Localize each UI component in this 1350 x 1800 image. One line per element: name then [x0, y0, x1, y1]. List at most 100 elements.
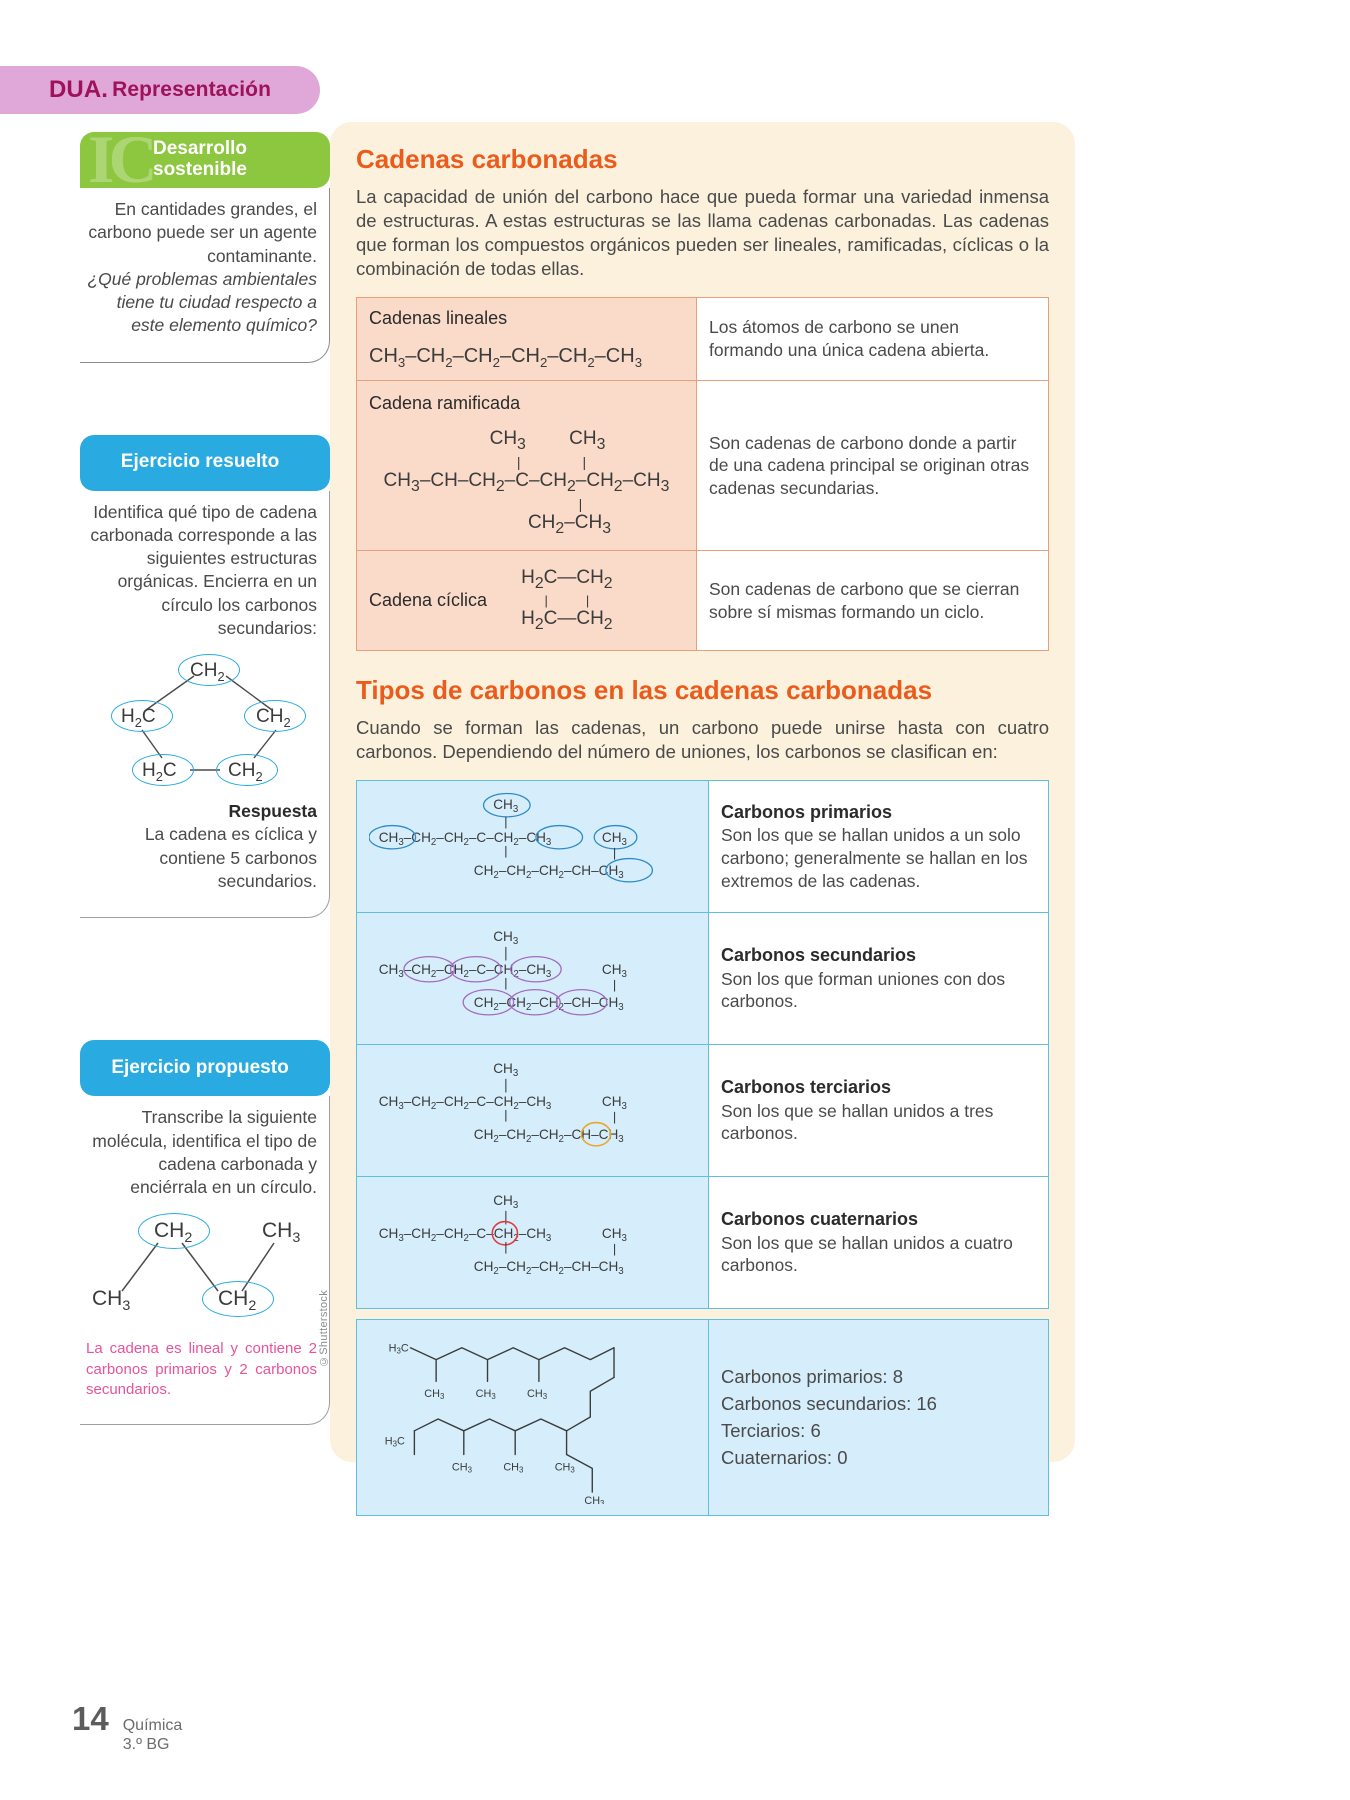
count-tertiary: Terciarios: 6 [721, 1419, 821, 1441]
svg-text:CH3: CH3 [602, 1094, 627, 1112]
table-row: CH3 CH3–CH2–CH2–C–CH2–CH3 CH2–CH2–CH2–CH… [356, 1044, 1049, 1178]
zigzag-atom-ch3-bottom: CH3 [92, 1287, 131, 1315]
svg-text:CH3: CH3 [602, 1226, 627, 1244]
circle-highlight [202, 1281, 274, 1318]
svg-text:CH2–CH2–CH2–CH–CH3: CH2–CH2–CH2–CH–CH3 [474, 1127, 624, 1145]
solved-exercise-prompt: Identifica qué tipo de cadena carbonada … [90, 501, 317, 638]
main-content-panel: Cadenas carbonadas La capacidad de unión… [330, 122, 1075, 1517]
tertiary-carbons-structure: CH3 CH3–CH2–CH2–C–CH2–CH3 CH2–CH2–CH2–CH… [379, 1061, 627, 1147]
solved-exercise-panel: Identifica qué tipo de cadena carbonada … [80, 490, 330, 919]
page-number: 14 [72, 1700, 109, 1737]
section2-paragraph: Cuando se forman las cadenas, un carbono… [356, 717, 1049, 763]
dua-banner: DUA. Representación [0, 66, 320, 114]
sustainable-text-italic: ¿Qué problemas ambientales tiene tu ciud… [87, 268, 317, 336]
ring-atom-right: CH2 [256, 706, 291, 730]
svg-text:CH3: CH3 [424, 1388, 445, 1401]
table-row: Cadena ramificada CH3 CH3 | | CH3–CH–CH2… [356, 380, 1049, 552]
cell-secondary-description: Carbonos secundarios Son los que forman … [708, 912, 1049, 1046]
sustainable-text-plain: En cantidades grandes, el carbono puede … [88, 199, 317, 266]
svg-text:CH2–CH2–CH2–CH–CH3: CH2–CH2–CH2–CH–CH3 [474, 995, 624, 1013]
circle-highlight [216, 754, 278, 787]
svg-text:CH3–CH2–CH2–C–CH2–CH3: CH3–CH2–CH2–C–CH2–CH3 [379, 1226, 552, 1244]
cell-skeleton-diagram: H3C H3C CH3 CH3 CH3 CH3 CH3 CH3 CH3 [356, 1319, 709, 1517]
ic-watermark-icon: IC [88, 132, 158, 188]
carbon-types-table: CH3 CH3–CH2–CH2–C–CH2–CH3 CH2–CH2–CH2–CH… [356, 780, 1049, 1310]
svg-text:CH3: CH3 [584, 1495, 605, 1504]
svg-text:CH3: CH3 [602, 830, 627, 848]
row-desc-secondary: Son los que forman uniones con dos carbo… [721, 968, 1006, 1012]
table-row: H3C H3C CH3 CH3 CH3 CH3 CH3 CH3 CH3 Carb… [356, 1319, 1049, 1517]
svg-text:CH3: CH3 [555, 1462, 576, 1475]
solved-exercise-tag-label: Ejercicio resuelto [120, 451, 280, 473]
svg-text:CH3: CH3 [476, 1388, 497, 1401]
quaternary-carbons-structure: CH3 CH3–CH2–CH2–C–CH2–CH3 CH2–CH2–CH2–CH… [379, 1193, 627, 1277]
cell-cyclic-chain: Cadena cíclica H2C—CH2 | | H2C—CH2 [356, 550, 697, 652]
ring-atom-bottom-left: H2C [142, 760, 177, 784]
proposed-exercise-tag-label: Ejercicio propuesto [111, 1056, 289, 1078]
sidebar-tag-proposed-exercise: Ejercicio propuesto [80, 1040, 330, 1097]
svg-text:CH3: CH3 [527, 1388, 548, 1401]
row-title-primary: Carbonos primarios [721, 801, 893, 822]
sustainable-panel: En cantidades grandes, el carbono puede … [80, 188, 330, 363]
proposed-exercise-panel: Transcribe la siguiente molécula, identi… [80, 1096, 330, 1426]
summary-table: H3C H3C CH3 CH3 CH3 CH3 CH3 CH3 CH3 Carb… [356, 1319, 1049, 1517]
cyclic-ring-diagram: CH2 H2C CH2 H2C CH2 [86, 654, 317, 794]
svg-text:CH2–CH2–CH2–CH–CH3: CH2–CH2–CH2–CH–CH3 [474, 863, 624, 881]
circle-highlight [138, 1213, 210, 1250]
count-secondary: Carbonos secundarios: 16 [721, 1392, 937, 1414]
svg-text:CH3: CH3 [602, 962, 627, 980]
table-row: CH3 CH3–CH2–CH2–C–CH2–CH3 CH2–CH2–CH2–CH… [356, 912, 1049, 1046]
svg-text:CH3–CH2–CH2–C–CH2–CH3: CH3–CH2–CH2–C–CH2–CH3 [379, 962, 552, 980]
zigzag-atom-ch2-bottom: CH2 [218, 1287, 257, 1315]
cell-branched-chain: Cadena ramificada CH3 CH3 | | CH3–CH–CH2… [356, 380, 697, 552]
proposed-exercise-prompt: Transcribe la siguiente molécula, identi… [92, 1107, 317, 1198]
dua-label-strong: DUA. [48, 76, 109, 103]
section1-paragraph: La capacidad de unión del carbono hace q… [356, 186, 1049, 280]
circle-highlight [111, 700, 173, 733]
cell-tertiary-description: Carbonos terciarios Son los que se halla… [708, 1044, 1049, 1178]
dua-label-rest: Representación [112, 78, 272, 101]
svg-text:CH3: CH3 [493, 1061, 518, 1079]
formula-cyclic: H2C—CH2 | | H2C—CH2 [521, 567, 613, 633]
svg-text:CH3: CH3 [503, 1462, 524, 1475]
ring-atom-bottom-right: CH2 [228, 760, 263, 784]
table-row: CH3 CH3–CH2–CH2–C–CH2–CH3 CH2–CH2–CH2–CH… [356, 1176, 1049, 1310]
formula-linear: CH3–CH2–CH2–CH2–CH2–CH3 [369, 345, 643, 371]
row-title-tertiary: Carbonos terciarios [721, 1077, 892, 1098]
answer-label: Respuesta [228, 801, 317, 822]
zigzag-atom-ch2-top: CH2 [154, 1219, 193, 1247]
svg-text:CH3–CH2–CH2–C–CH2–CH3: CH3–CH2–CH2–C–CH2–CH3 [379, 1094, 552, 1112]
table-row: Cadena cíclica H2C—CH2 | | H2C—CH2 Son ca… [356, 550, 1049, 652]
count-primary: Carbonos primarios: 8 [721, 1366, 903, 1388]
svg-text:CH3–CH2–CH2–C–CH2–CH3: CH3–CH2–CH2–C–CH2–CH3 [379, 830, 552, 848]
cell-branched-description: Son cadenas de carbono donde a partir de… [696, 380, 1049, 552]
cell-primary-description: Carbonos primarios Son los que se hallan… [708, 780, 1049, 914]
row-title-branched: Cadena ramificada [369, 393, 521, 414]
section-title-tipos-de-carbonos: Tipos de carbonos en las cadenas carbona… [356, 675, 933, 706]
row-desc-primary: Son los que se hallan unidos a un solo c… [721, 825, 1028, 891]
row-desc-quaternary: Son los que se hallan unidos a cuatro ca… [721, 1232, 1013, 1276]
sustainable-tag-label: Desarrollo sostenible [153, 138, 247, 180]
cell-linear-description: Los átomos de carbono se unen formando u… [696, 297, 1049, 382]
table-row: CH3 CH3–CH2–CH2–C–CH2–CH3 CH2–CH2–CH2–CH… [356, 780, 1049, 914]
cell-carbon-counts: Carbonos primarios: 8 Carbonos secundari… [708, 1319, 1049, 1517]
ring-atom-top: CH2 [190, 660, 225, 684]
answer-text: La cadena es cíclica y contiene 5 carbon… [144, 824, 317, 891]
sidebar-tag-sustainable: IC Desarrollo sostenible [80, 132, 330, 188]
section-title-cadenas-carbonadas: Cadenas carbonadas [356, 144, 618, 174]
row-title-secondary: Carbonos secundarios [721, 945, 917, 966]
circle-highlight [132, 754, 194, 787]
row-desc-tertiary: Son los que se hallan unidos a tres carb… [721, 1100, 994, 1144]
formula-branched: CH3 CH3 | | CH3–CH–CH2–C–CH2–CH2–CH3 | [383, 428, 670, 537]
zigzag-atom-ch3-top: CH3 [262, 1219, 301, 1247]
circle-highlight [244, 700, 306, 733]
sidebar-tag-solved-exercise: Ejercicio resuelto [80, 434, 330, 491]
footer-meta: Química 3.º BG [123, 1716, 183, 1754]
svg-text:CH3: CH3 [452, 1462, 473, 1475]
cell-primary-structure: CH3 CH3–CH2–CH2–C–CH2–CH3 CH2–CH2–CH2–CH… [356, 780, 709, 914]
row-title-linear: Cadenas lineales [369, 308, 508, 329]
image-credit: ©Shutterstock [318, 1290, 330, 1368]
cell-linear-chain: Cadenas lineales CH3–CH2–CH2–CH2–CH2–CH3 [356, 297, 697, 382]
svg-text:CH3: CH3 [493, 797, 518, 815]
footer-subject: Química [122, 1717, 183, 1734]
